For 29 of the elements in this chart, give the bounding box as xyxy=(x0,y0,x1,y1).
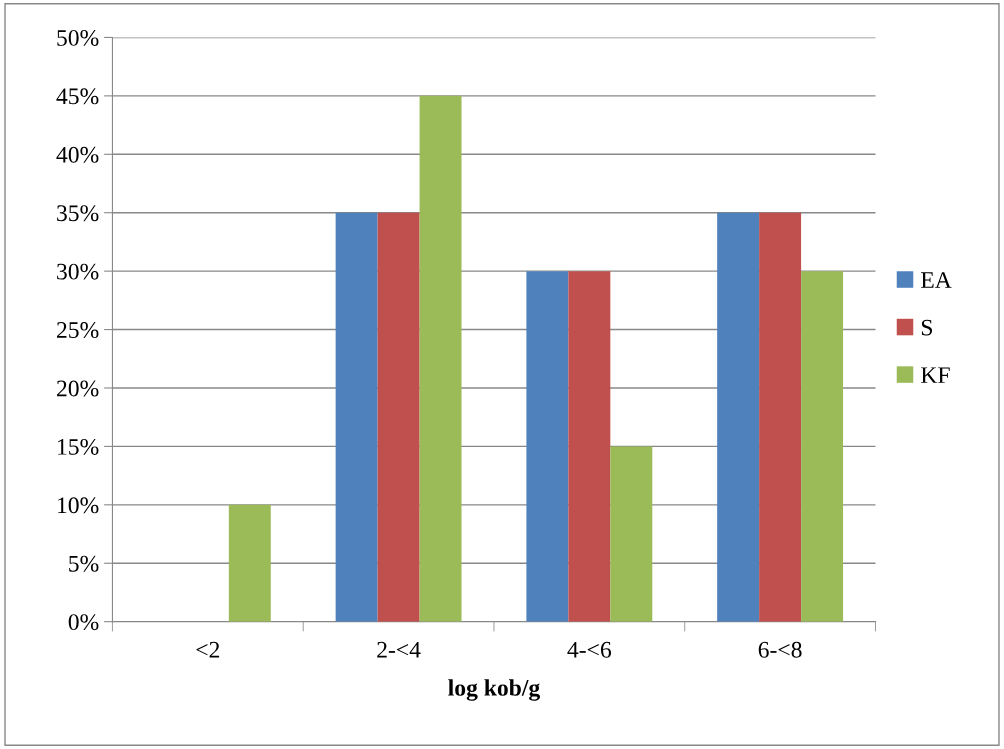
y-tick-label: 25% xyxy=(57,322,99,339)
y-tick-label: 15% xyxy=(58,438,99,455)
y-tick-label: 10% xyxy=(58,497,99,514)
legend-label: EA xyxy=(921,272,952,288)
x-tick-label: <2 xyxy=(196,641,220,658)
bar xyxy=(759,212,802,622)
bar xyxy=(419,95,462,622)
y-tick-label: 20% xyxy=(57,380,99,397)
bar xyxy=(377,212,420,622)
bar xyxy=(568,271,611,622)
y-tick-label: 45% xyxy=(56,88,99,105)
bar xyxy=(335,212,378,622)
x-tick-label: 2-<4 xyxy=(377,641,421,658)
y-tick-label: 5% xyxy=(69,555,99,572)
bar xyxy=(610,446,653,622)
y-tick-label: 50% xyxy=(57,29,99,46)
bar xyxy=(801,271,844,622)
x-tick-label: 6-<8 xyxy=(758,641,802,658)
bar xyxy=(228,504,271,622)
y-tick-label: 40% xyxy=(56,146,99,163)
bar xyxy=(526,271,569,622)
legend-label: S xyxy=(921,319,933,336)
bar xyxy=(717,212,760,622)
y-tick-label: 0% xyxy=(68,614,99,631)
legend-label: KF xyxy=(921,367,950,383)
x-axis-title: log kob/g xyxy=(448,679,540,701)
x-tick-label: 4-<6 xyxy=(567,641,612,658)
y-tick-label: 35% xyxy=(57,205,99,222)
y-tick-label: 30% xyxy=(57,263,99,280)
